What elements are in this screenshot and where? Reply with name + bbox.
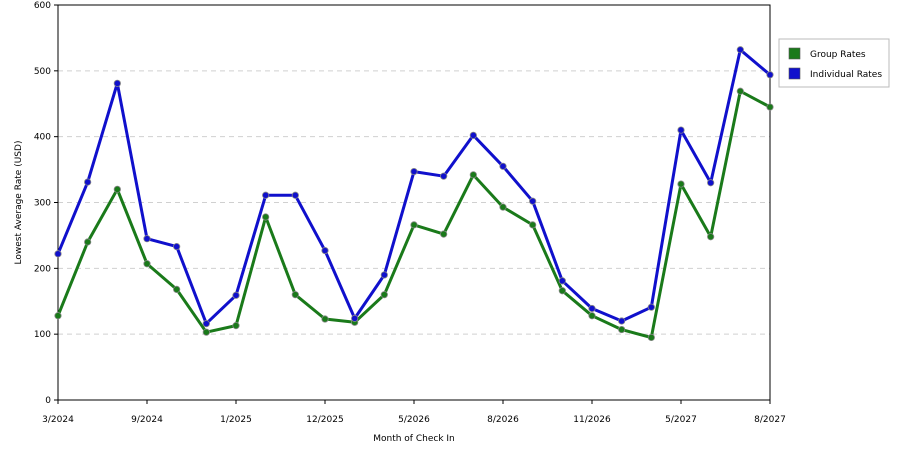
data-point — [707, 179, 715, 187]
legend-label: Individual Rates — [810, 70, 882, 80]
data-point — [291, 291, 299, 299]
data-point — [84, 238, 92, 246]
data-point — [410, 221, 418, 229]
data-point — [113, 79, 121, 87]
data-point — [677, 180, 685, 188]
data-point — [588, 304, 596, 313]
data-point — [143, 235, 151, 243]
x-axis-ticks: 3/2024 9/2024 1/2025 12/2025 5/2026 8/2026 11/… — [42, 400, 786, 425]
y-tick-label: 0 — [45, 396, 51, 406]
data-point — [736, 87, 744, 95]
data-point — [262, 213, 270, 221]
x-tick-label: 3/2024 — [42, 415, 74, 425]
y-tick-label: 400 — [34, 133, 51, 143]
series-0 — [54, 87, 774, 342]
series-layer — [54, 46, 774, 342]
data-point — [440, 230, 448, 238]
data-point — [173, 243, 181, 251]
series-1 — [54, 46, 774, 328]
data-point — [588, 312, 596, 320]
gridlines — [58, 70, 770, 335]
data-point — [262, 191, 270, 199]
data-point — [410, 167, 418, 176]
data-point — [232, 322, 240, 330]
data-point — [558, 277, 566, 285]
legend-label: Group Rates — [810, 50, 866, 60]
data-point — [766, 71, 774, 79]
legend-swatch — [788, 67, 801, 80]
data-point — [202, 328, 210, 336]
data-point — [321, 315, 329, 323]
data-point — [499, 162, 507, 170]
data-point — [736, 46, 744, 54]
data-point — [380, 291, 388, 299]
data-point — [84, 178, 92, 186]
data-point — [54, 250, 62, 258]
data-point — [113, 185, 121, 193]
y-tick-label: 600 — [34, 1, 51, 11]
data-point — [321, 246, 329, 255]
series-line — [56, 89, 771, 339]
y-axis-label: Lowest Average Rate (USD) — [14, 141, 24, 265]
data-point — [54, 312, 62, 320]
x-tick-label: 8/2026 — [487, 415, 519, 425]
data-point — [173, 285, 181, 293]
x-tick-label: 11/2026 — [573, 415, 611, 425]
data-point — [529, 221, 537, 229]
data-point — [499, 203, 507, 211]
data-point — [766, 103, 774, 111]
legend-swatch — [788, 47, 801, 60]
x-tick-label: 1/2025 — [220, 415, 252, 425]
data-point — [677, 126, 685, 134]
data-point — [143, 260, 151, 268]
legend: Group Rates Individual Rates — [778, 38, 890, 88]
x-axis-label: Month of Check In — [373, 434, 455, 444]
data-point — [558, 287, 566, 295]
data-point — [351, 314, 359, 322]
y-tick-label: 300 — [34, 199, 51, 209]
data-point — [707, 233, 715, 241]
y-tick-label: 500 — [34, 67, 51, 77]
data-point — [618, 317, 626, 325]
data-point — [202, 320, 210, 328]
x-tick-label: 12/2025 — [306, 415, 343, 425]
x-tick-label: 8/2027 — [754, 415, 786, 425]
y-tick-label: 200 — [34, 264, 51, 274]
data-point — [647, 333, 655, 342]
x-tick-label: 5/2026 — [398, 415, 430, 425]
data-point — [618, 325, 626, 334]
y-tick-label: 100 — [34, 330, 51, 340]
data-point — [440, 172, 448, 180]
x-tick-label: 9/2024 — [131, 415, 163, 425]
y-axis-ticks: 0 100 200 300 400 500 600 — [34, 1, 58, 406]
data-point — [232, 291, 240, 299]
data-point — [380, 271, 388, 279]
data-point — [469, 131, 477, 139]
data-point — [291, 191, 299, 199]
data-point — [529, 197, 537, 205]
data-point — [469, 171, 477, 179]
data-point — [647, 303, 655, 311]
x-tick-label: 5/2027 — [665, 415, 697, 425]
